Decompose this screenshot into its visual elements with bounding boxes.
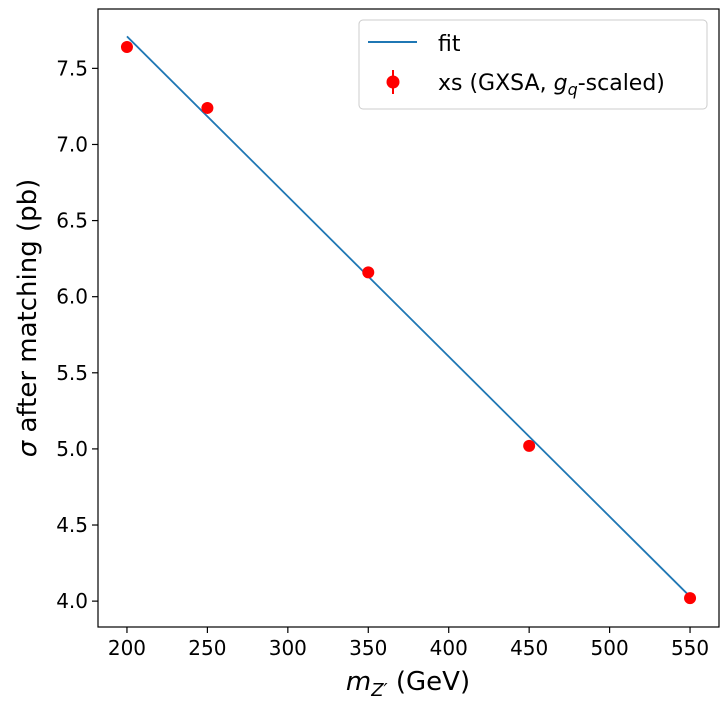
data-point: [120, 41, 133, 54]
x-tick-label: 450: [510, 636, 548, 660]
y-axis: 4.0 4.5 5.0 5.5 6.0 6.5 7.0 7.5: [56, 56, 98, 613]
legend-xs-label: xs (GXSA, gq-scaled): [438, 71, 665, 99]
legend-xs-marker: [386, 75, 400, 89]
x-tick-label: 400: [430, 636, 468, 660]
legend: fit xs (GXSA, gq-scaled): [358, 19, 708, 110]
y-tick-label: 4.0: [56, 589, 88, 613]
y-tick-label: 6.0: [56, 285, 88, 309]
y-tick-label: 5.5: [56, 361, 88, 385]
data-point: [523, 439, 536, 452]
legend-frame: [358, 19, 708, 110]
x-axis-title: mZ′ (GeV): [346, 667, 470, 701]
data-point: [201, 101, 214, 114]
x-tick-label: 550: [671, 636, 709, 660]
x-tick-label: 350: [349, 636, 387, 660]
x-tick-label: 500: [591, 636, 629, 660]
x-tick-label: 250: [188, 636, 226, 660]
x-tick-label: 200: [108, 636, 146, 660]
legend-fit-label: fit: [438, 32, 461, 57]
data-point: [684, 592, 697, 605]
x-axis: 200 250 300 350 400 450 500 550: [108, 627, 709, 660]
data-point: [362, 266, 375, 279]
y-tick-label: 7.5: [56, 56, 88, 80]
y-tick-label: 5.0: [56, 437, 88, 461]
plot-content: [120, 35, 697, 605]
y-tick-label: 6.5: [56, 209, 88, 233]
y-tick-label: 4.5: [56, 513, 88, 537]
fit-line: [126, 35, 691, 598]
y-tick-label: 7.0: [56, 132, 88, 156]
y-axis-title: σ after matching (pb): [13, 179, 43, 458]
plot-frame: [97, 8, 720, 628]
x-tick-label: 300: [269, 636, 307, 660]
